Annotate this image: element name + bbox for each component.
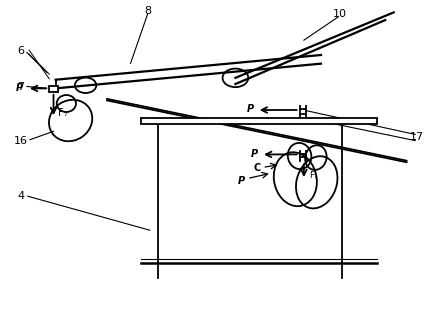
Text: 8: 8	[144, 6, 151, 16]
Text: F₇: F₇	[309, 171, 318, 180]
Text: 4: 4	[17, 191, 24, 201]
Text: 6: 6	[17, 46, 24, 56]
Text: P: P	[238, 176, 245, 186]
Text: C: C	[253, 163, 260, 173]
Text: 10: 10	[333, 9, 347, 19]
Text: F₇: F₇	[58, 108, 68, 118]
Text: P: P	[16, 83, 23, 93]
Bar	[141, 118, 377, 124]
Text: P: P	[251, 149, 258, 159]
Bar	[49, 86, 58, 92]
Text: 17: 17	[410, 132, 425, 142]
Text: P: P	[247, 104, 254, 114]
Text: 16: 16	[14, 136, 27, 146]
Text: 7: 7	[17, 82, 24, 91]
